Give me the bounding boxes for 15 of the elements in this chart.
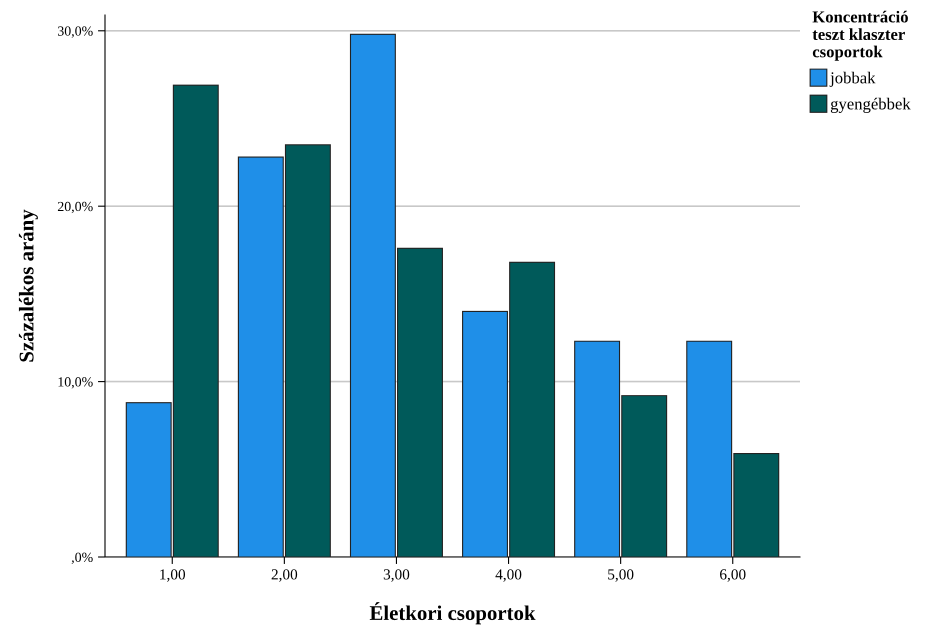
legend-title: Koncentráció teszt klaszter csoportok — [812, 10, 908, 61]
y-tick-label: ,0% — [72, 552, 93, 564]
x-tick-label: 4,00 — [495, 569, 522, 582]
x-tick-label: 1,00 — [160, 569, 186, 582]
y-axis-title: Százalékos arány — [18, 210, 38, 362]
y-tick-label: 30,0% — [58, 26, 93, 38]
x-tick-label: 3,00 — [384, 569, 410, 582]
x-tick-label: 2,00 — [272, 569, 298, 582]
y-tick-label: 10,0% — [58, 377, 93, 389]
x-tick-label: 5,00 — [608, 569, 634, 582]
y-tick-label: 20,0% — [58, 202, 93, 214]
legend-label: gyengébbek — [830, 98, 911, 113]
x-axis-title: Életkori csoportok — [370, 602, 536, 624]
legend-label: jobbak — [830, 72, 876, 87]
x-tick-label: 6,00 — [720, 569, 746, 582]
